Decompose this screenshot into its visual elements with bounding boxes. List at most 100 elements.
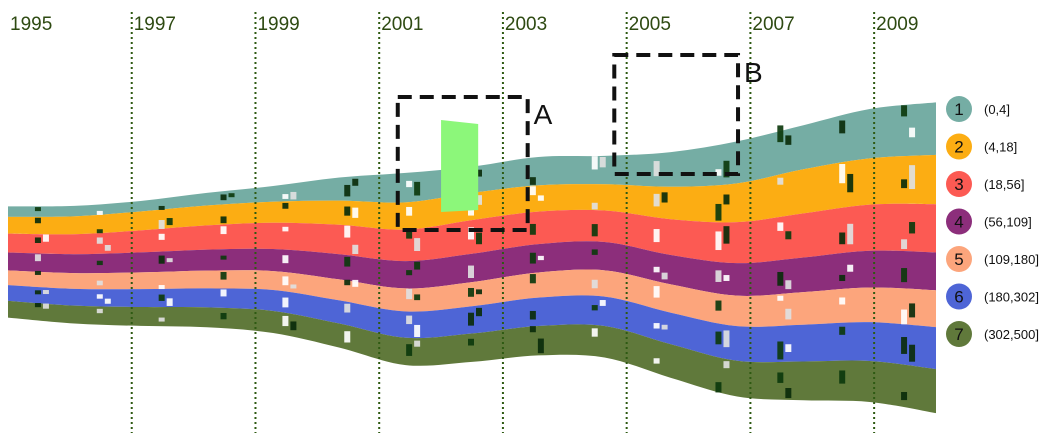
band-marker: [220, 255, 227, 260]
band-marker: [715, 300, 722, 311]
band-marker: [282, 226, 289, 232]
band-marker: [34, 237, 41, 243]
band-marker: [96, 229, 103, 234]
band-marker: [468, 227, 474, 240]
band-marker: [591, 305, 598, 311]
band-marker: [34, 303, 41, 308]
band-marker: [344, 225, 351, 238]
legend-swatch-3: [946, 171, 972, 197]
band-marker: [34, 270, 41, 275]
band-marker: [476, 195, 482, 205]
band-marker: [96, 237, 103, 244]
band-marker: [653, 266, 660, 273]
band-marker: [290, 191, 297, 200]
band-marker: [909, 165, 916, 190]
band-marker: [723, 361, 730, 369]
legend-number-2: 2: [954, 138, 963, 157]
band-marker: [468, 312, 474, 326]
band-marker: [352, 279, 359, 287]
band-marker: [282, 315, 289, 327]
legend-range-7: (302,500]: [984, 327, 1039, 342]
band-marker: [42, 234, 49, 242]
band-marker: [715, 231, 722, 251]
band-marker: [529, 274, 536, 284]
band-marker: [839, 326, 846, 335]
band-marker: [653, 229, 660, 243]
band-marker: [591, 328, 598, 337]
band-marker: [529, 252, 536, 264]
band-series-1: [8, 102, 936, 217]
band-marker: [529, 310, 536, 320]
band-marker: [42, 290, 49, 295]
band-marker: [96, 294, 103, 299]
band-marker: [414, 340, 421, 347]
band-marker: [344, 206, 351, 216]
annotation-label-B: B: [744, 57, 763, 88]
band-marker: [661, 192, 668, 203]
legend-number-4: 4: [954, 213, 963, 232]
legend-range-1: (0,4]: [984, 102, 1010, 117]
band-marker: [723, 275, 730, 281]
legend-number-1: 1: [954, 100, 963, 119]
annotation-box-B: [612, 53, 741, 176]
band-marker: [529, 326, 536, 333]
annotation-label-A: A: [534, 99, 553, 130]
band-marker: [352, 178, 359, 186]
band-marker: [158, 205, 165, 210]
legend-number-6: 6: [954, 288, 963, 307]
year-label-1997: 1997: [134, 14, 176, 35]
year-label-2001: 2001: [381, 14, 423, 35]
year-label-1999: 1999: [257, 14, 299, 35]
band-marker: [661, 272, 668, 280]
band-marker: [839, 297, 846, 305]
band-marker: [777, 222, 784, 231]
band-marker: [901, 105, 908, 117]
legend-swatch-1: [946, 96, 972, 122]
year-label-2003: 2003: [505, 14, 547, 35]
band-marker: [715, 382, 722, 393]
band-marker: [529, 223, 536, 235]
legend-range-4: (56,109]: [984, 215, 1032, 230]
band-marker: [414, 261, 421, 270]
band-marker: [537, 195, 544, 201]
legend: 1 (0,4] 2 (4,18] 3 (18,56] 4 (56,109] 5 (109,180]…: [946, 96, 1039, 347]
legend-range-3: (18,56]: [984, 177, 1024, 192]
band-marker: [414, 238, 421, 252]
band-marker: [785, 280, 792, 290]
band-marker: [777, 341, 784, 360]
band-marker: [414, 324, 421, 338]
band-marker: [406, 288, 413, 300]
band-marker: [406, 180, 413, 188]
band-marker: [166, 298, 173, 306]
band-marker: [166, 218, 173, 226]
highlight-band: [441, 120, 479, 212]
band-marker: [785, 388, 792, 399]
band-marker: [344, 331, 351, 343]
band-marker: [282, 202, 289, 209]
band-marker: [96, 280, 103, 286]
band-marker: [344, 256, 351, 267]
band-marker: [537, 338, 544, 354]
band-marker: [406, 206, 413, 216]
band-marker: [34, 217, 41, 224]
band-series-6: [8, 285, 936, 370]
legend-swatch-6: [946, 283, 972, 310]
band-marker: [777, 372, 784, 383]
band-marker: [839, 274, 846, 281]
band-marker: [96, 210, 103, 215]
year-label-2005: 2005: [629, 14, 671, 35]
band-marker: [228, 193, 235, 198]
band-marker: [414, 294, 421, 301]
band-marker: [901, 309, 908, 325]
band-marker: [34, 254, 41, 262]
band-marker: [34, 290, 41, 295]
band-marker: [468, 265, 474, 279]
band-marker: [220, 226, 227, 235]
band-marker: [591, 224, 598, 237]
band-marker: [839, 232, 846, 245]
band-marker: [785, 344, 792, 353]
band-marker: [476, 289, 482, 295]
band-marker: [901, 391, 908, 401]
legend-swatch-5: [946, 246, 972, 272]
